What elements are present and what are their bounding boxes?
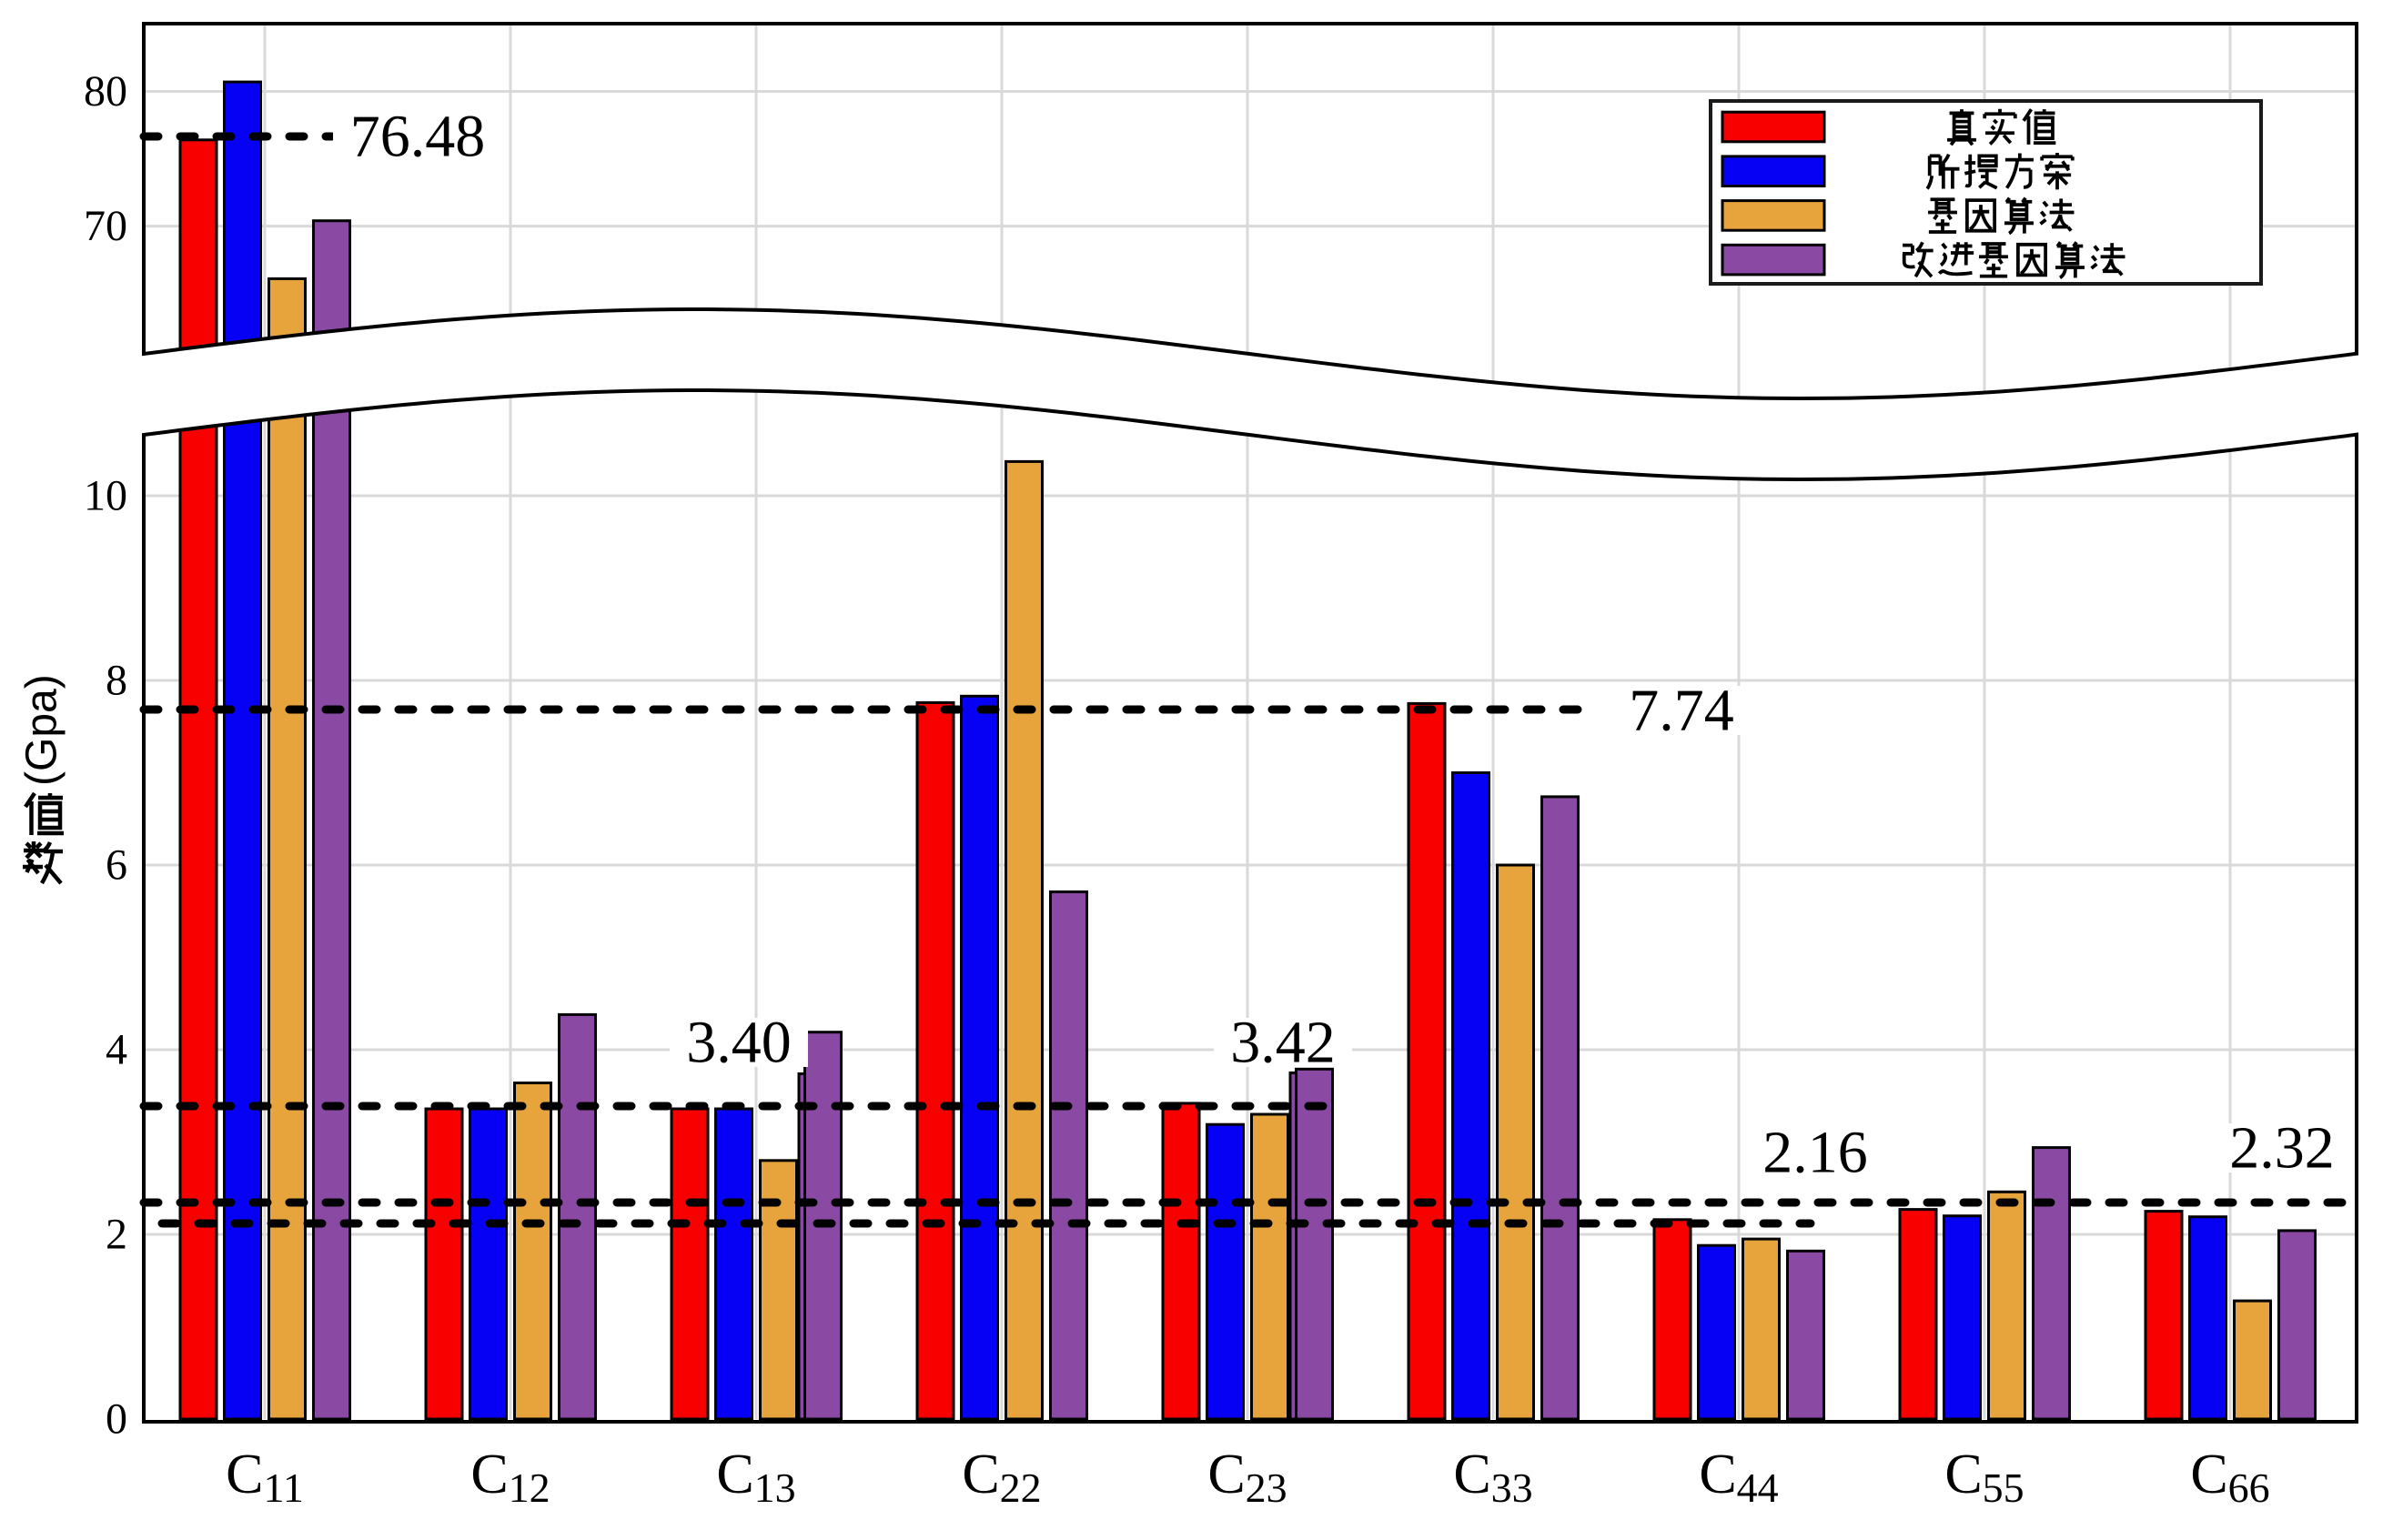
svg-text:2.32: 2.32: [2229, 1115, 2335, 1182]
svg-text:6: 6: [106, 841, 127, 890]
svg-text:C13: C13: [716, 1444, 795, 1511]
svg-text:8: 8: [106, 657, 127, 705]
svg-text:7.74: 7.74: [1629, 678, 1734, 744]
svg-text:3.40: 3.40: [686, 1010, 792, 1076]
svg-text:2.16: 2.16: [1762, 1120, 1868, 1186]
svg-text:80: 80: [84, 67, 127, 116]
svg-text:3.42: 3.42: [1230, 1010, 1336, 1076]
svg-text:(Gpa): (Gpa): [18, 674, 66, 786]
svg-text:76.48: 76.48: [350, 104, 486, 170]
svg-text:4: 4: [106, 1026, 127, 1074]
svg-text:0: 0: [106, 1395, 127, 1444]
svg-text:2: 2: [106, 1211, 127, 1259]
svg-text:70: 70: [84, 202, 127, 250]
svg-text:10: 10: [84, 472, 127, 520]
